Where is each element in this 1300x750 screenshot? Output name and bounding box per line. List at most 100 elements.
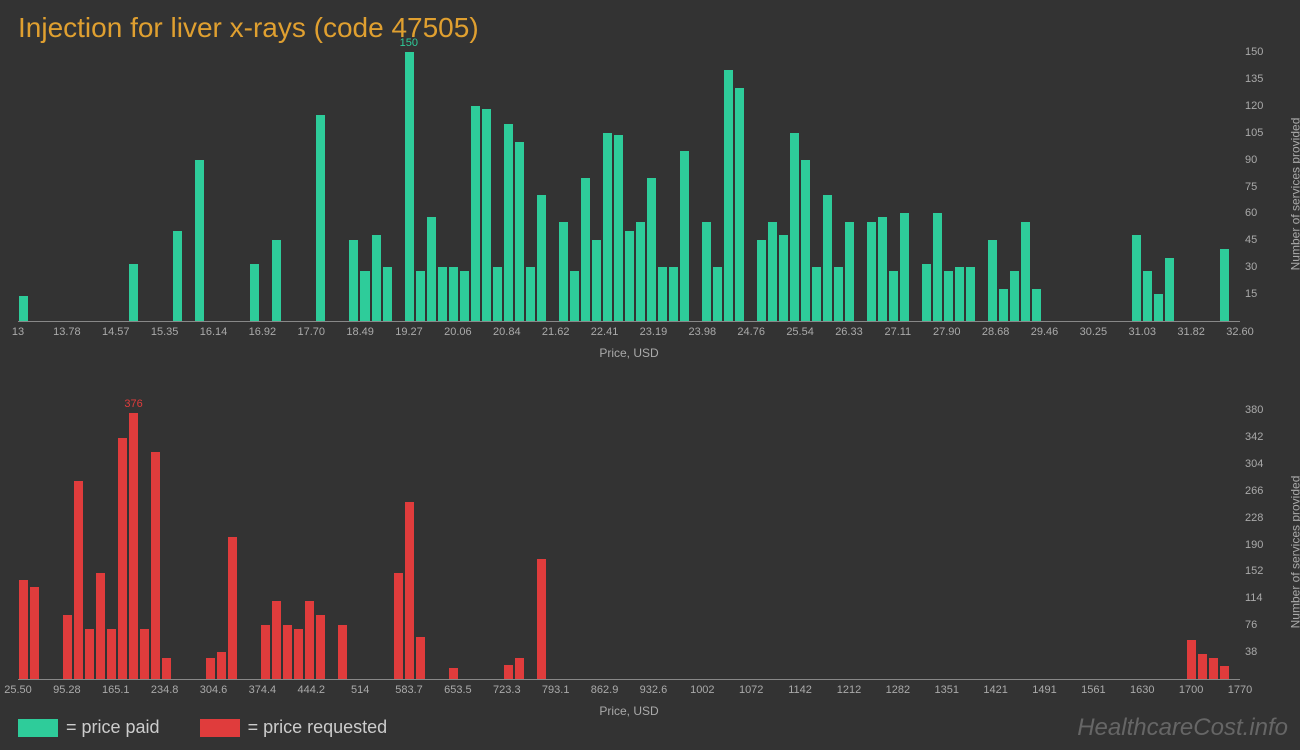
x-tick: 29.46 <box>1031 326 1059 338</box>
chart2-bars <box>18 410 1240 679</box>
bar <box>823 195 832 321</box>
bar <box>449 668 458 679</box>
bar <box>272 601 281 679</box>
bar <box>140 629 149 679</box>
chart2-x-label: Price, USD <box>18 704 1240 718</box>
x-tick: 1630 <box>1130 684 1154 696</box>
bar <box>294 629 303 679</box>
bar <box>768 222 777 321</box>
bar <box>900 213 909 321</box>
bar <box>1143 271 1152 321</box>
bar <box>999 289 1008 321</box>
bar <box>493 267 502 321</box>
bar <box>1032 289 1041 321</box>
chart1-x-ticks: 1313.7814.5715.3516.1416.9217.7018.4919.… <box>18 326 1240 344</box>
y-tick: 342 <box>1245 431 1263 443</box>
bar <box>515 658 524 679</box>
x-tick: 1282 <box>886 684 910 696</box>
bar <box>1220 249 1229 321</box>
chart2-container: 3876114152190228266304342380 Number of s… <box>18 410 1240 718</box>
bar <box>316 615 325 679</box>
x-tick: 28.68 <box>982 326 1010 338</box>
legend: = price paid = price requested <box>18 717 387 738</box>
chart1-bars <box>18 52 1240 321</box>
bar <box>878 217 887 321</box>
bar <box>812 267 821 321</box>
chart1-x-label: Price, USD <box>18 346 1240 360</box>
chart2-max-label: 376 <box>124 398 142 410</box>
legend-swatch-red <box>200 719 240 737</box>
x-tick: 723.3 <box>493 684 521 696</box>
y-tick: 190 <box>1245 539 1263 551</box>
x-tick: 18.49 <box>346 326 374 338</box>
y-tick: 30 <box>1245 261 1257 273</box>
x-tick: 1002 <box>690 684 714 696</box>
bar <box>834 267 843 321</box>
bar <box>889 271 898 321</box>
bar <box>338 625 347 679</box>
x-tick: 13.78 <box>53 326 81 338</box>
bar <box>250 264 259 321</box>
x-tick: 1072 <box>739 684 763 696</box>
x-tick: 1700 <box>1179 684 1203 696</box>
x-tick: 14.57 <box>102 326 130 338</box>
bar <box>305 601 314 679</box>
x-tick: 374.4 <box>249 684 277 696</box>
bar <box>272 240 281 321</box>
bar <box>162 658 171 679</box>
chart1: 153045607590105120135150 Number of servi… <box>18 52 1240 322</box>
bar <box>129 413 138 679</box>
x-tick: 27.11 <box>884 326 911 338</box>
chart1-y-ticks: 153045607590105120135150 <box>1245 52 1280 321</box>
x-tick: 13 <box>12 326 24 338</box>
bar <box>360 271 369 321</box>
x-tick: 304.6 <box>200 684 228 696</box>
y-tick: 45 <box>1245 234 1257 246</box>
bar <box>526 267 535 321</box>
bar <box>515 142 524 321</box>
bar <box>129 264 138 321</box>
y-tick: 105 <box>1245 127 1263 139</box>
bar <box>592 240 601 321</box>
x-tick: 30.25 <box>1080 326 1108 338</box>
x-tick: 20.84 <box>493 326 521 338</box>
bar <box>1010 271 1019 321</box>
chart2-y-ticks: 3876114152190228266304342380 <box>1245 410 1280 679</box>
x-tick: 583.7 <box>395 684 423 696</box>
bar <box>658 267 667 321</box>
y-tick: 380 <box>1245 404 1263 416</box>
bar <box>845 222 854 321</box>
x-tick: 653.5 <box>444 684 472 696</box>
bar <box>449 267 458 321</box>
bar <box>206 658 215 679</box>
bar <box>349 240 358 321</box>
bar <box>63 615 72 679</box>
x-tick: 165.1 <box>102 684 130 696</box>
y-tick: 266 <box>1245 485 1263 497</box>
bar <box>30 587 39 679</box>
bar <box>966 267 975 321</box>
x-tick: 24.76 <box>737 326 765 338</box>
bar <box>19 580 28 679</box>
x-tick: 1351 <box>934 684 958 696</box>
bar <box>416 637 425 679</box>
bar <box>372 235 381 321</box>
bar <box>1154 294 1163 321</box>
bar <box>416 271 425 321</box>
bar <box>1209 658 1218 679</box>
y-tick: 120 <box>1245 100 1263 112</box>
x-tick: 23.98 <box>689 326 717 338</box>
y-tick: 90 <box>1245 154 1257 166</box>
bar <box>504 124 513 321</box>
bar <box>217 652 226 679</box>
bar <box>757 240 766 321</box>
x-tick: 16.92 <box>249 326 277 338</box>
legend-swatch-green <box>18 719 58 737</box>
x-tick: 19.27 <box>395 326 423 338</box>
bar <box>1165 258 1174 321</box>
bar <box>537 559 546 679</box>
y-tick: 114 <box>1245 592 1263 604</box>
bar <box>228 537 237 679</box>
watermark: HealthcareCost.info <box>1077 714 1288 742</box>
bar <box>702 222 711 321</box>
